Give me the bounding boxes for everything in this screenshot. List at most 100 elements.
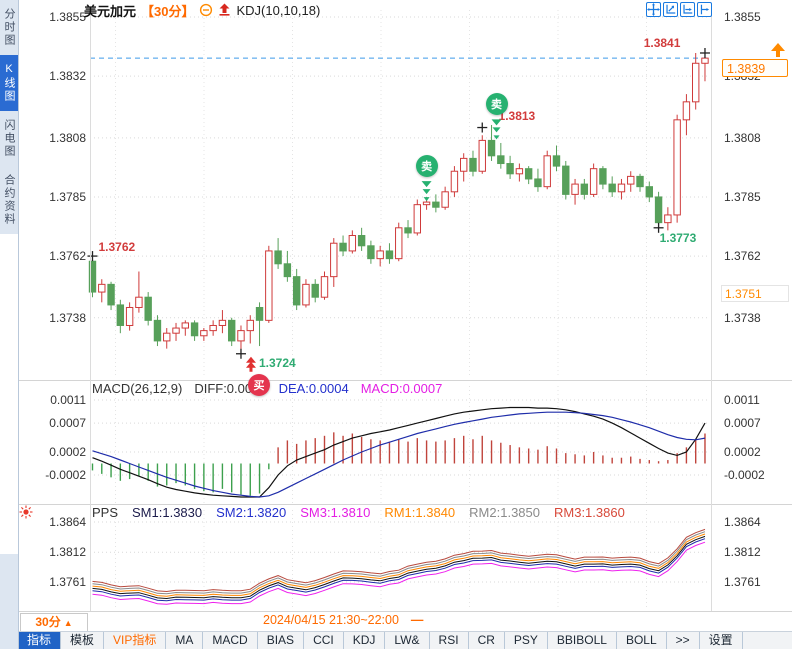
status-bar: 30分 ▲ 2024/04/15 21:30~22:00 —	[18, 612, 792, 632]
toolbar-tab-3[interactable]: VIP指标	[104, 632, 167, 649]
axis-label: 1.3761	[49, 574, 86, 589]
pps-legend-item-4: RM1:1.3840	[384, 505, 456, 520]
chart-titlebar: 美元加元 【30分】 KDJ(10,10,18)	[84, 1, 320, 19]
buy-signal-badge[interactable]: 买	[247, 373, 270, 396]
axis-label: 1.3855	[724, 10, 761, 24]
candle	[116, 304, 125, 326]
sidebar-item-3[interactable]: 闪电图	[3, 119, 15, 158]
cross-markers	[87, 47, 710, 359]
sell-signal-badge[interactable]: 卖	[415, 155, 438, 178]
candle	[441, 191, 449, 208]
timeframe-label: 30分	[35, 615, 61, 629]
sidebar-item-2[interactable]: K线图	[0, 55, 18, 111]
sell-triangle-icon	[492, 127, 501, 133]
pan-icon[interactable]	[646, 2, 661, 17]
sun-icon[interactable]	[19, 505, 33, 524]
candle	[209, 324, 217, 332]
pps-line-4	[92, 535, 706, 600]
candle	[599, 168, 607, 185]
candle	[543, 155, 551, 188]
candle	[274, 250, 282, 265]
axis-label: 1.3761	[724, 574, 761, 589]
sidebar-item-1[interactable]: 分时图	[3, 8, 15, 47]
toolbar-tab-10[interactable]: RSI	[430, 632, 469, 649]
candle	[645, 186, 653, 198]
panel-divider	[18, 504, 792, 505]
price-up-arrow-icon	[771, 43, 785, 57]
axis-zoom-icon[interactable]	[663, 2, 678, 17]
toolbar-tab-12[interactable]: PSY	[505, 632, 548, 649]
axis-label: 1.3785	[724, 189, 761, 204]
sell-triangle-icon	[421, 181, 432, 188]
axis-label: 0.0002	[49, 444, 86, 459]
candle	[339, 242, 347, 252]
toolbar-tab-2[interactable]: 模板	[61, 632, 105, 649]
candle	[385, 250, 394, 260]
sell-triangle-icon	[422, 189, 431, 195]
macd-diff-line	[92, 406, 706, 498]
candle	[627, 175, 635, 185]
candle	[357, 235, 366, 247]
sidebar-item-4[interactable]: 合约资料	[3, 174, 15, 226]
toolbar-tab-13[interactable]: BBIBOLL	[548, 632, 617, 649]
toolbar-tab-6[interactable]: BIAS	[258, 632, 305, 649]
candle	[246, 319, 254, 332]
toolbar-tab-4[interactable]: MA	[166, 632, 204, 649]
axis-label: 1.3812	[49, 545, 86, 560]
pps-legend-item-1: SM1:1.3830	[132, 505, 203, 520]
candle	[664, 214, 672, 224]
candle	[125, 306, 134, 326]
toolbar-tab-9[interactable]: LW&	[385, 632, 430, 649]
indicator-label[interactable]: KDJ(10,10,18)	[236, 2, 321, 18]
chart-tools-group	[646, 2, 712, 17]
candle	[432, 201, 440, 208]
toolbar-tab-8[interactable]: KDJ	[344, 632, 386, 649]
axis-label: 1.3738	[49, 310, 86, 325]
axis-label: 1.3785	[49, 189, 86, 204]
pps-line-6	[92, 541, 706, 605]
toolbar-tab-7[interactable]: CCI	[304, 632, 344, 649]
candle	[190, 322, 199, 337]
timeframe-selector[interactable]: 30分 ▲	[20, 613, 88, 632]
axis-label: 1.3762	[49, 249, 86, 264]
axis-label: 1.3864	[724, 515, 761, 529]
alert-price-tag: 1.3751	[721, 285, 789, 302]
toolbar-tab-14[interactable]: BOLL	[617, 632, 667, 649]
price-annotation: 1.3724	[259, 356, 296, 370]
candle	[534, 178, 542, 188]
axis-label: 0.0007	[49, 416, 86, 431]
sell-triangle-icon	[491, 119, 502, 126]
pps-line-5	[92, 538, 706, 602]
symbol-title: 美元加元	[84, 3, 137, 19]
candle	[497, 155, 505, 165]
toolbar-tab-5[interactable]: MACD	[203, 632, 258, 649]
pps-legend-item-3: SM3:1.3810	[300, 505, 371, 520]
toolbar-tab-16[interactable]: 设置	[700, 632, 743, 649]
indicator-toolbar: 指标 模板 VIP指标 MA MACD BIAS CCI KDJ LW& RSI CR PSY BBIB…	[18, 631, 792, 649]
pps-header: PPS SM1:1.3830 SM2:1.3820 SM3:1.3810 RM1:1.…	[92, 505, 625, 520]
axis-scale-icon[interactable]	[680, 2, 695, 17]
circle-minus-icon[interactable]	[199, 3, 213, 17]
candle	[218, 319, 227, 326]
toolbar-tab-15[interactable]: >>	[667, 632, 700, 649]
candle	[98, 283, 106, 293]
axis-shift-icon[interactable]	[697, 2, 712, 17]
toolbar-tab-1[interactable]: 指标	[18, 632, 62, 649]
candle	[228, 319, 236, 342]
left-sidebar: 分时图 K线图闪电图合约资料	[0, 0, 19, 649]
candle	[330, 242, 338, 278]
sell-signal-badge[interactable]: 卖	[485, 93, 508, 116]
axis-label: 1.3808	[724, 130, 761, 145]
panel-divider	[18, 611, 792, 612]
candle	[515, 168, 524, 175]
pps-legend-item-5: RM2:1.3850	[469, 505, 540, 520]
candle	[682, 101, 691, 121]
sell-triangle-icon	[423, 197, 430, 202]
candle	[524, 168, 533, 180]
axis-label: -0.0002	[724, 468, 765, 483]
macd-macd-value: MACD:0.0007	[360, 381, 443, 396]
candle	[348, 235, 357, 252]
toolbar-tab-11[interactable]: CR	[469, 632, 505, 649]
period-tag[interactable]: 【30分】	[141, 3, 195, 19]
